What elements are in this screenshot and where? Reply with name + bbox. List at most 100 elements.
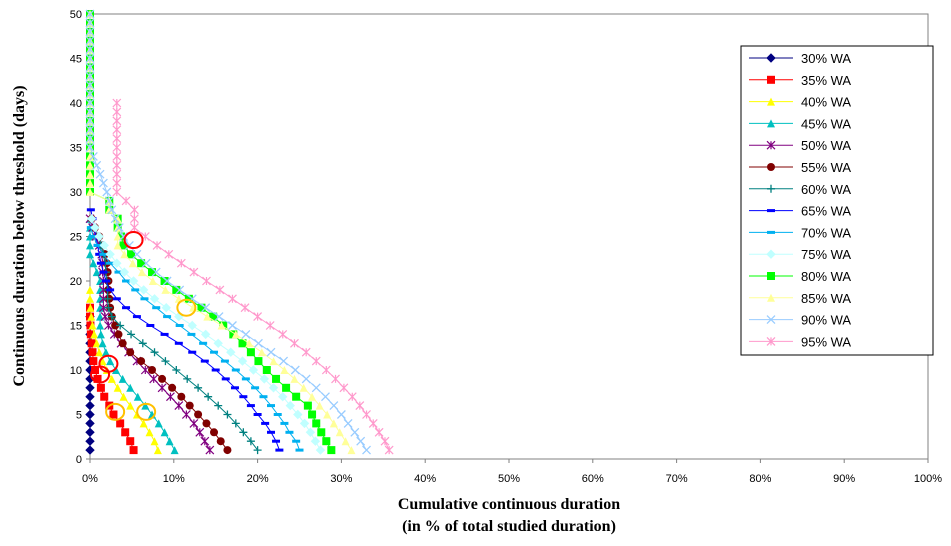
data-point	[197, 303, 206, 312]
legend-entry: 85% WA	[749, 291, 851, 306]
data-point	[146, 324, 155, 327]
data-point	[112, 116, 122, 126]
legend-label: 75% WA	[801, 247, 851, 262]
data-point	[231, 368, 240, 372]
data-point	[85, 445, 95, 455]
data-point	[278, 391, 288, 402]
data-point	[119, 241, 128, 250]
data-point	[119, 232, 128, 241]
data-point	[321, 365, 331, 375]
data-point	[183, 374, 192, 383]
data-point	[107, 205, 117, 215]
data-point	[85, 71, 95, 81]
data-point	[254, 357, 263, 366]
data-point	[295, 448, 304, 452]
data-point	[228, 294, 237, 304]
data-point	[347, 392, 357, 402]
data-point	[85, 98, 95, 108]
data-point	[282, 383, 291, 392]
data-point	[347, 446, 356, 455]
data-point	[253, 338, 263, 348]
legend-label: 85% WA	[801, 291, 851, 306]
data-point	[241, 329, 251, 339]
legend-marker	[767, 163, 775, 171]
data-point	[113, 232, 122, 241]
data-point	[86, 208, 95, 212]
data-point	[177, 392, 186, 401]
data-point	[122, 279, 131, 283]
data-point	[101, 279, 110, 283]
legend-entry: 55% WA	[749, 160, 851, 175]
series-75-wa	[86, 213, 326, 455]
x-tick-label: 70%	[666, 473, 688, 485]
data-point	[104, 196, 114, 206]
data-point	[96, 312, 105, 321]
data-point	[181, 410, 191, 419]
data-point	[164, 249, 174, 259]
data-point	[175, 285, 185, 295]
data-point	[89, 357, 98, 366]
data-point	[165, 437, 174, 446]
series-70-wa	[86, 226, 304, 452]
data-point	[111, 366, 120, 374]
data-point	[86, 330, 95, 339]
data-point	[85, 80, 95, 90]
data-point	[335, 428, 344, 437]
data-point	[137, 268, 146, 277]
series-line	[90, 209, 280, 451]
data-point	[285, 400, 295, 411]
data-point	[102, 187, 112, 197]
highlight-circle	[123, 231, 144, 250]
data-point	[86, 241, 94, 250]
data-point	[98, 178, 108, 188]
y-tick-label: 15	[70, 321, 82, 333]
data-point	[278, 329, 288, 339]
data-point	[216, 437, 225, 446]
legend-marker	[767, 293, 775, 302]
data-point	[149, 294, 160, 304]
series-65-wa	[86, 208, 284, 452]
data-point	[95, 252, 104, 256]
y-tick-label: 5	[76, 410, 82, 422]
data-point	[112, 98, 122, 108]
data-point	[106, 261, 115, 265]
highlight-layer	[90, 231, 197, 421]
data-point	[329, 401, 339, 411]
legend: 30% WA 35% WA 40% WA 45% WA 50% WA 55% WA 60% …	[740, 45, 934, 356]
data-point	[148, 277, 157, 285]
data-point	[93, 374, 102, 383]
data-point	[110, 214, 120, 224]
y-tick-label: 25	[70, 232, 82, 244]
data-point	[223, 446, 232, 455]
highlight-circle	[98, 354, 119, 373]
data-point	[113, 241, 122, 250]
legend-label: 90% WA	[801, 313, 851, 328]
data-point	[292, 439, 301, 443]
data-point	[85, 18, 95, 28]
data-point	[231, 330, 240, 339]
data-point	[152, 240, 162, 250]
data-point	[103, 294, 112, 303]
data-point	[187, 332, 196, 336]
data-point	[112, 187, 122, 197]
data-point	[160, 277, 169, 285]
data-point	[213, 338, 223, 349]
data-point	[112, 258, 122, 268]
data-point	[85, 436, 95, 446]
data-point	[209, 312, 218, 321]
legend-label: 30% WA	[801, 51, 851, 66]
data-point	[185, 401, 194, 410]
data-point	[228, 321, 237, 330]
data-point	[188, 350, 197, 354]
data-point	[126, 401, 135, 410]
x-tick-label: 60%	[582, 473, 604, 485]
series-layer	[85, 9, 394, 455]
data-point	[199, 341, 208, 345]
data-point	[96, 321, 105, 330]
data-point	[301, 347, 311, 357]
data-point	[85, 9, 95, 19]
data-point	[96, 383, 105, 392]
data-point	[311, 356, 321, 366]
data-point	[267, 404, 276, 408]
data-point	[380, 436, 390, 446]
